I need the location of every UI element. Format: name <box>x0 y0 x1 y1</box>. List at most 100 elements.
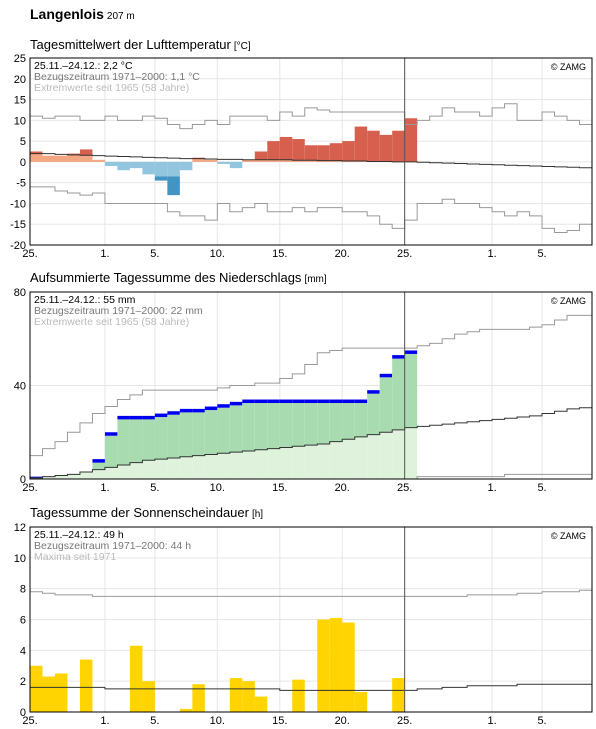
sunshine-unit: [h] <box>251 509 264 520</box>
temp-y-tick-label: 25 <box>14 53 26 65</box>
precip-surplus-fill <box>217 407 230 454</box>
temp-bar-anomaly <box>392 130 405 162</box>
sun-bar <box>354 691 368 712</box>
station-name: Langenlois <box>30 6 104 22</box>
sun-bar <box>54 673 68 712</box>
temp-y-tick-label: -10 <box>10 198 26 210</box>
precip-excess-bar <box>292 399 305 404</box>
temp-bar-base <box>79 155 93 162</box>
sun-y-tick-label: 10 <box>14 553 26 565</box>
precip-y-tick-label: 80 <box>14 287 26 299</box>
precip-surplus-fill <box>254 403 268 450</box>
sun-y-tick-label: 2 <box>20 676 26 688</box>
precip-normal-fill <box>392 429 405 479</box>
precip-title: Aufsummierte Tagessumme des Niederschlag… <box>30 270 327 285</box>
temp-bar-base <box>167 161 180 177</box>
temp-extreme-max-line <box>30 103 592 130</box>
temp-x-tick-label: 1. <box>487 248 496 260</box>
sun-x-tick-label: 25. <box>22 715 37 727</box>
temp-x-tick-label: 20. <box>335 248 350 260</box>
precip-excess-bar <box>404 350 418 354</box>
temp-x-tick-label: 5. <box>150 248 159 260</box>
temp-bar-base <box>254 159 268 162</box>
precip-normal-fill <box>54 475 68 479</box>
precip-excess-bar <box>392 355 405 359</box>
temp-x-tick-label: 5. <box>537 248 546 260</box>
sun-maxima-line <box>30 589 592 597</box>
precip-excess-bar <box>30 476 43 478</box>
precip-surplus-fill <box>404 353 418 428</box>
precip-y-tick-label: 0 <box>20 474 26 486</box>
precip-surplus-fill <box>354 403 368 437</box>
precip-surplus-fill <box>329 403 343 442</box>
precip-x-tick-label: 20. <box>335 482 350 494</box>
precip-source-label: © ZAMG <box>551 296 586 306</box>
temp-bar-base <box>279 159 293 162</box>
precip-surplus-fill <box>104 435 118 468</box>
precip-normal-fill <box>242 450 255 479</box>
temp-info-3: Extremwerte seit 1965 (58 Jahre) <box>34 82 189 94</box>
sun-bar <box>42 676 55 712</box>
temp-info-1: 25.11.–24.12.: 2,2 °C <box>34 60 133 72</box>
precip-surplus-fill <box>229 405 243 453</box>
sun-bar <box>392 678 405 712</box>
temp-bar-base <box>192 158 205 162</box>
temp-y-tick-label: 15 <box>14 95 26 107</box>
precip-surplus-fill <box>267 403 280 449</box>
precip-normal-line <box>30 407 592 479</box>
temp-bar-anomaly <box>379 134 393 162</box>
precip-excess-bar <box>154 413 168 418</box>
precip-normal-fill <box>304 445 318 479</box>
precip-x-tick-label: 1. <box>100 482 109 494</box>
precip-normal-fill <box>179 456 193 479</box>
sun-x-tick-label: 5. <box>150 715 159 727</box>
precip-normal-fill <box>117 464 130 479</box>
temp-bar-base <box>129 161 143 169</box>
precip-normal-fill <box>142 460 155 479</box>
temp-bar-base <box>204 159 218 162</box>
sun-source-label: © ZAMG <box>551 531 586 541</box>
temp-bar-base <box>117 161 130 171</box>
temp-bar-base <box>142 161 155 175</box>
temp-y-tick-label: 0 <box>20 157 26 169</box>
sun-x-tick-label: 20. <box>335 715 350 727</box>
temp-bar-base <box>179 161 193 171</box>
temp-y-tick-label: -15 <box>10 219 26 231</box>
precip-excess-bar <box>142 415 155 420</box>
precip-surplus-fill <box>129 419 143 463</box>
precip-surplus-fill <box>142 419 155 461</box>
temp-bar-anomaly <box>267 141 280 160</box>
sun-x-tick-label: 10. <box>210 715 225 727</box>
precip-surplus-fill <box>392 358 405 430</box>
temp-bar-base <box>54 155 68 162</box>
temp-y-tick-label: -5 <box>16 178 26 190</box>
precip-surplus-fill <box>242 403 255 451</box>
precip-normal-fill <box>92 469 105 479</box>
precip-normal-fill <box>42 476 55 479</box>
precip-surplus-fill <box>179 412 193 457</box>
temp-normal-line <box>30 153 592 169</box>
temp-bar-base <box>292 160 305 162</box>
sun-bar <box>317 619 330 712</box>
precip-surplus-fill <box>204 410 218 455</box>
precip-normal-fill <box>367 434 380 479</box>
precip-title-text: Aufsummierte Tagessumme des Niederschlag… <box>30 270 302 285</box>
temp-bar-base <box>154 161 168 177</box>
temp-bar-base <box>42 155 55 162</box>
precip-surplus-fill <box>279 403 293 448</box>
precip-excess-bar <box>179 408 193 413</box>
sun-bar <box>342 622 355 712</box>
precip-excess-bar <box>254 399 268 404</box>
precip-normal-fill <box>30 477 43 479</box>
precip-surplus-fill <box>304 403 318 446</box>
sun-x-tick-label: 1. <box>100 715 109 727</box>
temp-bar-base <box>104 161 118 167</box>
temp-bar-anomaly <box>404 118 418 162</box>
sun-info-1: 25.11.–24.12.: 49 h <box>34 529 124 541</box>
precip-normal-fill <box>254 449 268 479</box>
temp-y-tick-label: 5 <box>20 136 26 148</box>
sun-bar <box>129 645 143 712</box>
temp-bar-anomaly <box>292 139 305 161</box>
sun-y-tick-label: 4 <box>20 645 26 657</box>
